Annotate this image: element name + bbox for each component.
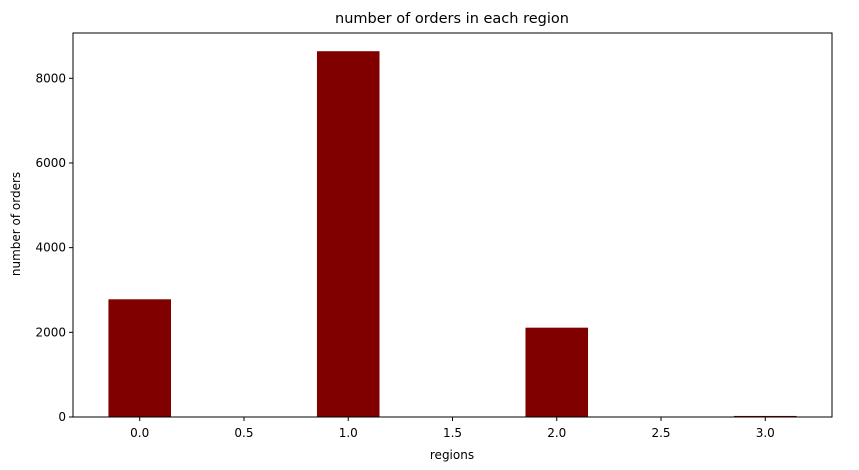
x-tick-label: 2.0 — [547, 426, 566, 440]
x-tick-label: 0.5 — [234, 426, 253, 440]
x-axis-label: regions — [430, 448, 474, 462]
x-tick-label: 1.0 — [339, 426, 358, 440]
y-tick-label: 4000 — [35, 241, 66, 255]
y-tick-label: 8000 — [35, 71, 66, 85]
x-tick-label: 1.5 — [443, 426, 462, 440]
y-tick-label: 6000 — [35, 156, 66, 170]
bar-region-3 — [734, 415, 797, 417]
y-axis-label: number of orders — [9, 172, 23, 276]
chart-title: number of orders in each region — [335, 11, 569, 27]
x-tick-label: 3.0 — [756, 426, 775, 440]
bar-region-0 — [108, 299, 171, 417]
bar-region-2 — [525, 327, 589, 417]
x-tick-label: 2.5 — [651, 426, 670, 440]
bar-region-1 — [316, 51, 380, 418]
x-tick-label: 0.0 — [130, 426, 149, 440]
y-tick-label: 2000 — [35, 325, 66, 339]
ticks-group: 0.0 0.5 1.0 1.5 2.0 2.5 3.0 0 2000 4000 6000 8000 — [35, 71, 774, 440]
plot-area-frame — [72, 32, 833, 418]
y-tick-label: 0 — [58, 410, 66, 424]
bars-group — [108, 51, 797, 418]
